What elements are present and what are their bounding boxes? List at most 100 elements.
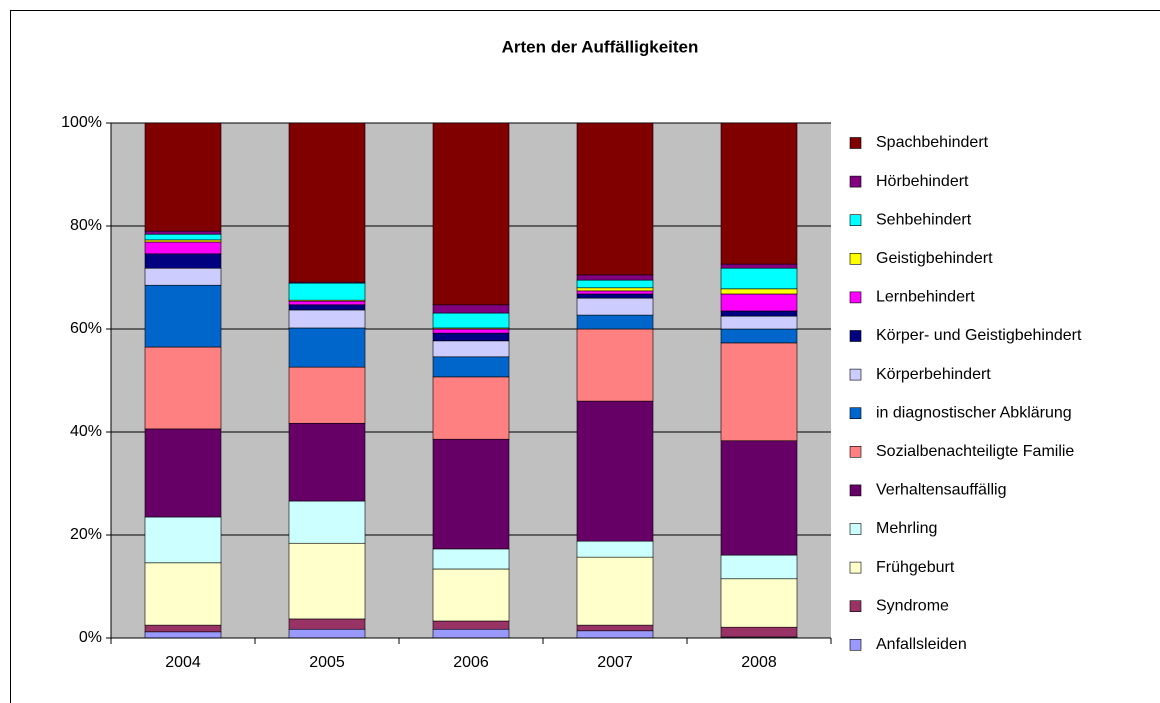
legend-label: Verhaltensauffällig <box>876 482 1006 499</box>
bar-segment <box>288 300 366 306</box>
bar-segment <box>720 440 798 556</box>
bar-segment <box>432 356 510 378</box>
legend-swatch <box>849 484 862 497</box>
bar-segment <box>432 548 510 570</box>
legend-swatch <box>849 600 862 613</box>
bar-segment <box>720 578 798 628</box>
bar-segment <box>432 122 510 306</box>
bar-segment <box>432 438 510 550</box>
bar-segment <box>144 122 222 232</box>
x-tick-label: 2007 <box>597 654 633 671</box>
legend-swatch <box>849 368 862 381</box>
bar-segment <box>720 310 798 317</box>
bar-segment <box>144 233 222 241</box>
legend-label: Syndrome <box>876 597 949 614</box>
legend-swatch <box>849 291 862 304</box>
legend-label: Körper- und Geistigbehindert <box>876 327 1082 344</box>
legend-swatch <box>849 253 862 265</box>
bar-segment <box>144 346 222 430</box>
legend-swatch <box>849 330 862 342</box>
legend-label: Körperbehindert <box>876 366 991 383</box>
bar-segment <box>144 253 222 269</box>
legend-swatch <box>849 523 862 535</box>
x-tick-label: 2008 <box>741 654 777 671</box>
legend-swatch <box>849 137 862 149</box>
legend-label: Geistigbehindert <box>876 250 993 267</box>
bar-segment <box>432 376 510 440</box>
bar-segment <box>144 239 222 243</box>
legend-label: Sehbehindert <box>876 211 972 228</box>
bar-segment <box>576 287 654 292</box>
y-tick-label: 80% <box>70 217 102 234</box>
chart-title: Arten der Auffälligkeiten <box>502 37 699 56</box>
bar-segment <box>576 624 654 632</box>
bar-segment <box>576 274 654 281</box>
bar-segment <box>576 279 654 289</box>
bar-segment <box>144 562 222 626</box>
legend-swatch <box>849 175 862 188</box>
legend-swatch <box>849 214 862 226</box>
y-tick-label: 0% <box>79 629 102 646</box>
bar-segment <box>432 304 510 314</box>
y-tick-label: 40% <box>70 423 102 440</box>
bar-segment <box>288 304 366 311</box>
legend-label: Lernbehindert <box>876 289 975 306</box>
bar-segment <box>288 618 366 630</box>
bar-segment <box>720 328 798 344</box>
y-tick-label: 20% <box>70 526 102 543</box>
bar-segment <box>576 290 654 295</box>
bar-segment <box>288 309 366 329</box>
bar-segment <box>432 328 510 334</box>
legend-label: Anfallsleiden <box>876 636 967 653</box>
y-tick-label: 60% <box>70 320 102 337</box>
bar-segment <box>432 568 510 622</box>
bar-segment <box>576 400 654 542</box>
x-tick-label: 2004 <box>165 654 201 671</box>
bar-segment <box>720 267 798 290</box>
bar-segment <box>288 282 366 301</box>
bar-segment <box>576 630 654 639</box>
bar-segment <box>288 327 366 368</box>
bar-segment <box>576 556 654 626</box>
bar-segment <box>144 284 222 348</box>
bar-segment <box>432 340 510 358</box>
bar-segment <box>288 500 366 544</box>
bar-segment <box>288 628 366 639</box>
bar-segment <box>720 554 798 580</box>
bar-segment <box>720 293 798 312</box>
bar-segment <box>720 288 798 295</box>
bar-segment <box>144 230 222 235</box>
bar-segment <box>576 122 654 276</box>
bar-segment <box>144 516 222 564</box>
x-tick-label: 2005 <box>309 654 345 671</box>
bar-segment <box>576 293 654 299</box>
bar-segment <box>576 314 654 330</box>
bar-segment <box>144 624 222 633</box>
bar-segment <box>720 626 798 638</box>
legend-swatch <box>849 407 862 420</box>
bar-segment <box>720 315 798 330</box>
bar-segment <box>288 122 366 283</box>
legend-swatch <box>849 638 862 651</box>
bar-segment <box>720 263 798 269</box>
y-tick-label: 100% <box>61 114 102 131</box>
bar-segment <box>288 542 366 620</box>
bar-segment <box>432 620 510 630</box>
bar-segment <box>144 631 222 639</box>
bar-segment <box>720 122 798 265</box>
legend-label: Spachbehindert <box>876 134 989 151</box>
bar-segment <box>432 312 510 329</box>
bar-segment <box>144 267 222 286</box>
x-tick-label: 2006 <box>453 654 489 671</box>
bar-segment <box>432 628 510 639</box>
legend-swatch <box>849 445 862 458</box>
bar-segment <box>144 428 222 518</box>
legend-swatch <box>849 561 862 574</box>
bar-segment <box>576 297 654 316</box>
bar-segment <box>576 328 654 402</box>
legend-label: Mehrling <box>876 520 937 537</box>
bar-segment <box>288 422 366 502</box>
legend-label: Frühgeburt <box>876 559 955 576</box>
bar-segment <box>720 342 798 442</box>
legend-label: Sozialbenachteiligte Familie <box>876 443 1074 460</box>
